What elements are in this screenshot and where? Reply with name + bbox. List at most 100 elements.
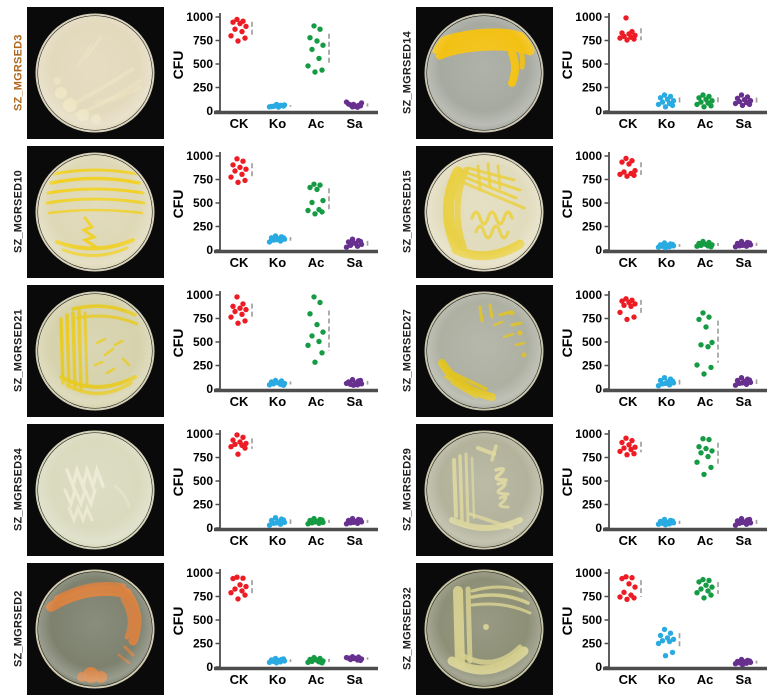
strain-panel: SZ_MGRSED34 0 250 500 750 1000 CFU CK Ko Ac Sa [10,424,399,556]
cfu-dot-plot: 0 250 500 750 1000 CFU CK Ko Ac Sa [170,424,382,556]
y-tick-label: 1000 [575,10,602,24]
petri-dish [416,285,553,417]
points-Ac [694,92,715,110]
petri-dish-photo [27,7,164,139]
x-category-label: Ko [269,533,286,548]
strain-label: SZ_MGRSED15 [401,170,414,254]
dish-rim [35,291,155,411]
points-Sa [732,92,754,109]
y-tick-label: 500 [193,613,213,627]
cfu-scatter: 0 250 500 750 1000 CFU CK Ko Ac Sa [170,10,378,131]
y-tick-label: 250 [582,220,602,234]
points-Ko [655,626,677,659]
x-category-label: Sa [736,394,753,409]
petri-dish-photo [416,285,553,417]
points-Ko [655,240,677,251]
y-axis-title: CFU [170,468,186,497]
petri-dish-photo [416,146,553,278]
petri-dish-photo [27,146,164,278]
x-category-label: Ac [308,533,325,548]
y-tick-label: 0 [206,521,213,535]
x-category-label: Ko [658,533,675,548]
points-Sa [343,654,365,664]
strain-panel: SZ_MGRSED10 0 250 500 750 1000 CFU CK Ko Ac Sa [10,146,399,278]
petri-dish [416,563,553,695]
points-Sa [343,99,365,110]
points-Ko [266,377,288,388]
dish-rim-highlight [38,572,152,686]
x-category-label: Ko [658,116,675,131]
x-category-label: Ac [308,255,325,270]
petri-dish [27,563,164,695]
x-category-label: Ac [308,116,325,131]
y-tick-label: 1000 [575,149,602,163]
points-Sa [732,375,754,388]
strain-label: SZ_MGRSED2 [12,590,25,668]
cfu-dot-plot: 0 250 500 750 1000 CFU CK Ko Ac Sa [559,563,771,695]
dish-rim [424,291,544,411]
dish-rim-highlight [427,433,541,547]
x-category-label: Sa [347,255,364,270]
dish-rim [35,569,155,689]
points-Ko [655,92,677,110]
points-Sa [732,515,754,528]
x-category-label: CK [230,255,249,270]
x-category-label: CK [619,672,638,687]
points-Ac [305,23,326,75]
y-tick-label: 1000 [186,566,213,580]
petri-dish [27,146,164,278]
y-axis-title: CFU [559,329,575,358]
y-tick-label: 500 [582,57,602,71]
points-CK [228,432,249,457]
y-tick-label: 250 [193,637,213,651]
strain-label: SZ_MGRSED27 [401,309,414,393]
y-tick-label: 500 [582,196,602,210]
x-category-label: Ac [697,533,714,548]
x-category-label: Ko [658,394,675,409]
x-category-label: Sa [347,394,364,409]
y-tick-label: 0 [595,382,602,396]
dish-rim-highlight [38,16,152,130]
petri-dish [27,7,164,139]
x-category-label: Sa [347,533,364,548]
cfu-dot-plot: 0 250 500 750 1000 CFU CK Ko Ac Sa [559,285,771,417]
points-CK [228,16,249,44]
y-tick-label: 750 [582,173,602,187]
strain-panel: SZ_MGRSED27 0 250 500 750 1000 CFU CK Ko Ac Sa [399,285,782,417]
x-category-label: CK [230,533,249,548]
points-Sa [732,656,754,668]
points-CK [617,435,638,458]
x-category-label: Ko [269,255,286,270]
y-axis-title: CFU [170,329,186,358]
y-tick-label: 250 [193,498,213,512]
petri-dish [27,285,164,417]
y-tick-label: 500 [193,474,213,488]
x-category-label: CK [619,533,638,548]
y-tick-label: 0 [206,243,213,257]
y-tick-label: 750 [582,451,602,465]
points-Ko [266,515,288,528]
petri-dish-photo [27,285,164,417]
y-tick-label: 250 [193,81,213,95]
y-axis-title: CFU [170,51,186,80]
dish-rim-highlight [38,433,152,547]
petri-dish [416,7,553,139]
x-category-label: Sa [736,255,753,270]
y-tick-label: 500 [582,474,602,488]
dish-rim-highlight [427,16,541,130]
points-Ac [694,576,715,601]
y-tick-label: 0 [206,660,213,674]
points-Sa [732,238,754,250]
points-CK [228,294,249,326]
y-tick-label: 250 [193,359,213,373]
x-category-label: CK [619,394,638,409]
y-tick-label: 250 [582,81,602,95]
y-tick-label: 750 [193,590,213,604]
dish-rim [35,152,155,272]
y-tick-label: 500 [582,613,602,627]
points-Ac [305,181,326,217]
y-tick-label: 0 [206,382,213,396]
points-CK [617,574,638,602]
strain-label: SZ_MGRSED21 [12,309,25,393]
dish-rim-highlight [38,155,152,269]
